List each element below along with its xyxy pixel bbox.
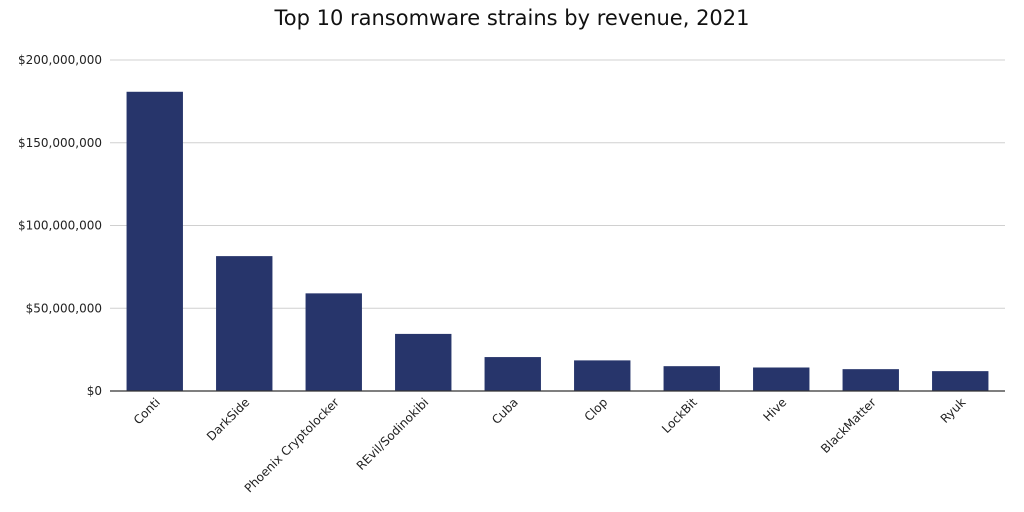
bar-blackmatter [842,369,899,391]
x-tick-label: BlackMatter [818,395,879,456]
x-tick-label: LockBit [659,395,700,436]
y-tick-label: $100,000,000 [18,219,102,233]
chart-title: Top 10 ransomware strains by revenue, 20… [274,6,750,30]
bar-clop [574,360,631,391]
bar-ryuk [932,371,989,391]
bar-cuba [484,357,541,391]
bar-revil-sodinokibi [395,333,452,391]
bar-conti [126,91,183,391]
y-tick-label: $150,000,000 [18,136,102,150]
x-tick-label: Cuba [489,395,521,427]
y-tick-label: $0 [87,384,102,398]
bars [126,91,989,391]
x-tick-label: Ryuk [938,395,969,426]
x-tick-label: Hive [760,395,789,424]
x-tick-label: Phoenix Cryptolocker [242,395,342,495]
bar-lockbit [663,366,720,391]
bar-hive [753,367,810,391]
bar-phoenix-cryptolocker [305,293,362,391]
x-tick-label: REvil/Sodinokibi [354,395,432,473]
y-tick-label: $50,000,000 [26,301,102,315]
x-tick-label: Clop [582,395,611,424]
y-axis-tick-labels: $0 $50,000,000 $100,000,000 $150,000,000 $20… [18,53,102,398]
y-tick-label: $200,000,000 [18,53,102,67]
x-tick-label: Conti [131,395,163,427]
bar-darkside [216,256,273,391]
x-tick-label: DarkSide [204,395,252,443]
